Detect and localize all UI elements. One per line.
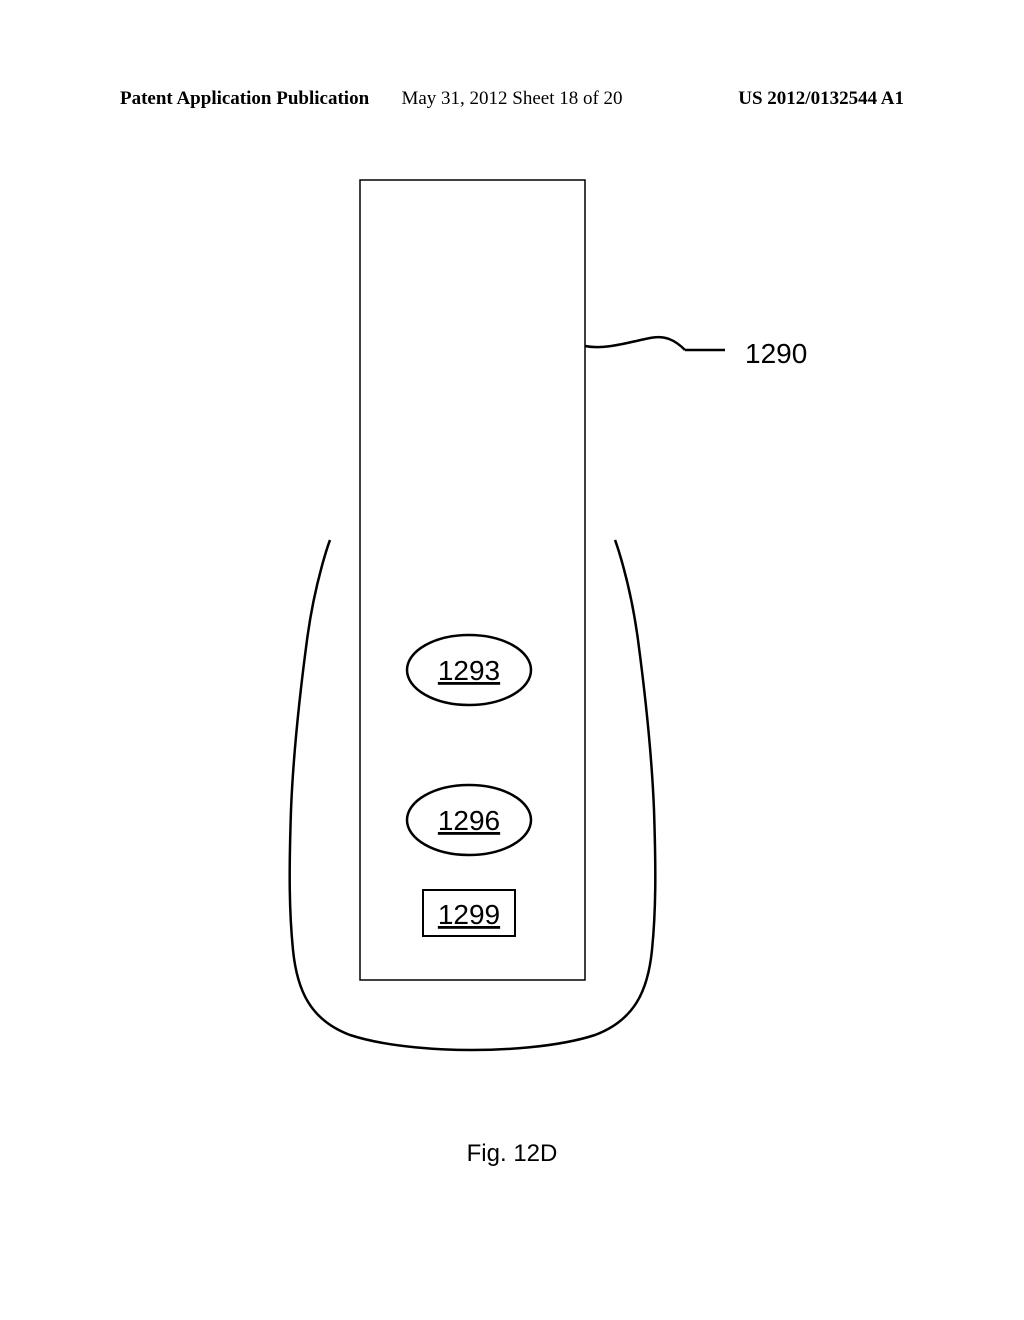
header-publication-type: Patent Application Publication bbox=[120, 88, 369, 110]
header-date-sheet: May 31, 2012 Sheet 18 of 20 bbox=[401, 88, 622, 110]
device-body-outline bbox=[290, 540, 656, 1050]
device-diagram: 1293 1296 1299 bbox=[255, 170, 775, 1070]
label-1290: 1290 bbox=[745, 338, 807, 370]
label-1296: 1296 bbox=[438, 805, 500, 836]
figure-caption: Fig. 12D bbox=[467, 1140, 558, 1168]
figure-container: 1293 1296 1299 1290 bbox=[0, 170, 1024, 1110]
label-1293: 1293 bbox=[438, 655, 500, 686]
header-publication-number: US 2012/0132544 A1 bbox=[738, 88, 904, 110]
device-strip-rect bbox=[360, 180, 585, 980]
label-1299: 1299 bbox=[438, 899, 500, 930]
leader-line-1290 bbox=[585, 337, 685, 350]
page-header: Patent Application Publication May 31, 2… bbox=[0, 88, 1024, 110]
